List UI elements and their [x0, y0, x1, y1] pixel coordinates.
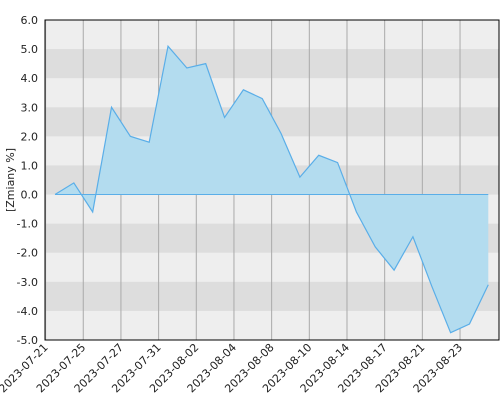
y-tick-label: 1.0	[21, 159, 39, 172]
y-tick-label: 5.0	[21, 43, 39, 56]
y-tick-label: 6.0	[21, 14, 39, 27]
area	[55, 46, 489, 333]
plot-border	[44, 19, 500, 341]
y-tick-label: 2.0	[21, 130, 39, 143]
y-tick-label: 0.0	[21, 189, 39, 202]
y-tick-label: -2.0	[17, 247, 38, 260]
y-tick-label: -4.0	[17, 305, 38, 318]
y-tick-label: 3.0	[21, 101, 39, 114]
y-tick-label: -1.0	[17, 218, 38, 231]
y-tick-label: -3.0	[17, 276, 38, 289]
y-axis-label: [Zmiany %]	[4, 148, 17, 212]
y-tick-label: 4.0	[21, 72, 39, 85]
line	[54, 44, 489, 334]
y-tick-label: -5.0	[17, 334, 38, 347]
